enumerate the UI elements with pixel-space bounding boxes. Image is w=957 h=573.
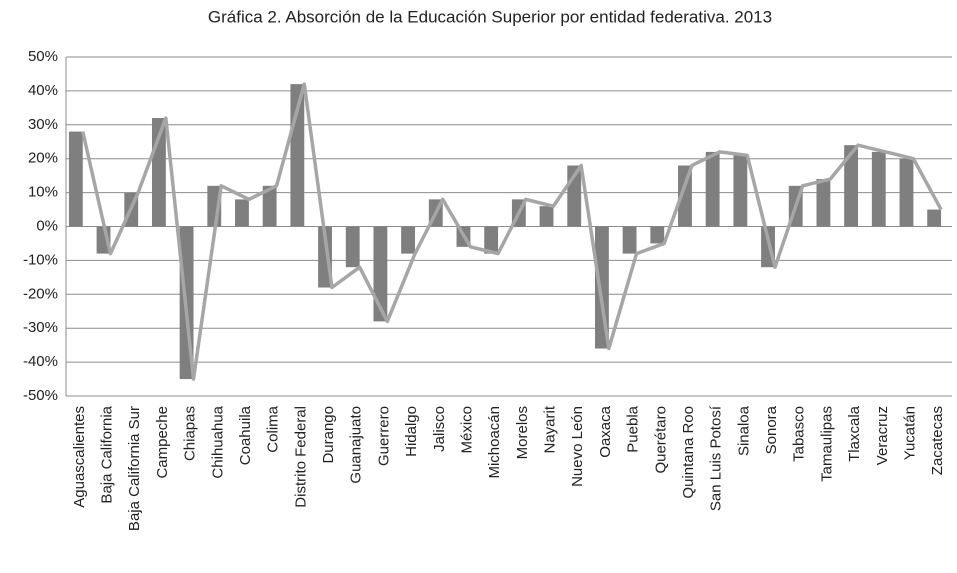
- bar: [816, 179, 831, 227]
- line: [81, 82, 943, 381]
- x-tick-label: Coahuila: [237, 405, 254, 465]
- x-tick-label: Oaxaca: [597, 405, 614, 457]
- bar: [539, 206, 554, 227]
- bar: [650, 226, 665, 244]
- y-tick-label: 10%: [28, 184, 58, 201]
- bar: [235, 199, 249, 227]
- x-tick-label: Chihuahua: [209, 405, 226, 478]
- bar: [622, 226, 637, 254]
- chart-title: Gráfica 2. Absorción de la Educación Sup…: [208, 7, 772, 26]
- bar: [899, 158, 914, 227]
- bar: [68, 131, 83, 227]
- x-tick-label: Nayarit: [542, 405, 559, 453]
- x-tick-label: Aguascalientes: [71, 406, 88, 508]
- x-tick-label: Sinaloa: [735, 405, 752, 456]
- x-tick-label: San Luis Potosí: [708, 405, 725, 511]
- x-tick-label: Nuevo León: [569, 406, 586, 487]
- bar: [871, 151, 886, 227]
- bar: [484, 226, 499, 254]
- x-tick-label: Guanajuato: [348, 406, 365, 484]
- y-tick-label: 40%: [28, 82, 58, 99]
- y-tick-label: 20%: [28, 150, 58, 167]
- x-tick-label: Tlaxcala: [846, 405, 863, 462]
- bar: [844, 145, 859, 227]
- y-tick-label: -30%: [23, 319, 58, 336]
- bar: [733, 155, 748, 227]
- x-tick-label: Puebla: [625, 405, 642, 452]
- x-tick-label: Campeche: [154, 406, 171, 479]
- y-tick-label: -50%: [23, 387, 58, 404]
- x-tick-label: Quintana Roo: [680, 406, 697, 499]
- x-tick-label: Baja California Sur: [126, 406, 143, 531]
- x-tick-label: Guerrero: [375, 406, 392, 466]
- y-tick-label: 50%: [28, 48, 58, 65]
- x-tick-label: Tabasco: [791, 406, 808, 462]
- x-tick-label: Jalisco: [431, 406, 448, 452]
- x-tick-label: Tamaulipas: [818, 406, 835, 482]
- x-tick-label: Sonora: [763, 405, 780, 454]
- bar: [705, 151, 720, 227]
- y-tick-label: 0%: [36, 217, 58, 234]
- x-tick-label: Yucatán: [901, 406, 918, 460]
- bar: [401, 226, 416, 254]
- x-tick-label: Colima: [265, 405, 282, 452]
- x-tick-label: Veracruz: [874, 406, 891, 465]
- x-tick-label: Distrito Federal: [292, 406, 309, 508]
- x-tick-label: Durango: [320, 406, 337, 464]
- y-tick-label: -20%: [23, 285, 58, 302]
- x-tick-label: Hidalgo: [403, 406, 420, 457]
- bar: [678, 165, 692, 227]
- x-tick-label: Morelos: [514, 406, 531, 459]
- y-tick-label: -40%: [23, 353, 58, 370]
- x-tick-label: Baja California: [99, 405, 116, 503]
- bar: [927, 209, 942, 227]
- x-tick-label: Zacatecas: [929, 406, 946, 475]
- bar: [262, 185, 277, 227]
- bar: [345, 226, 360, 268]
- x-tick-label: México: [458, 406, 475, 454]
- x-tick-label: Chiapas: [182, 406, 199, 461]
- x-tick-label: Querétaro: [652, 406, 669, 474]
- y-tick-label: 30%: [28, 116, 58, 133]
- y-tick-label: -10%: [23, 251, 58, 268]
- x-tick-label: Michoacán: [486, 406, 503, 479]
